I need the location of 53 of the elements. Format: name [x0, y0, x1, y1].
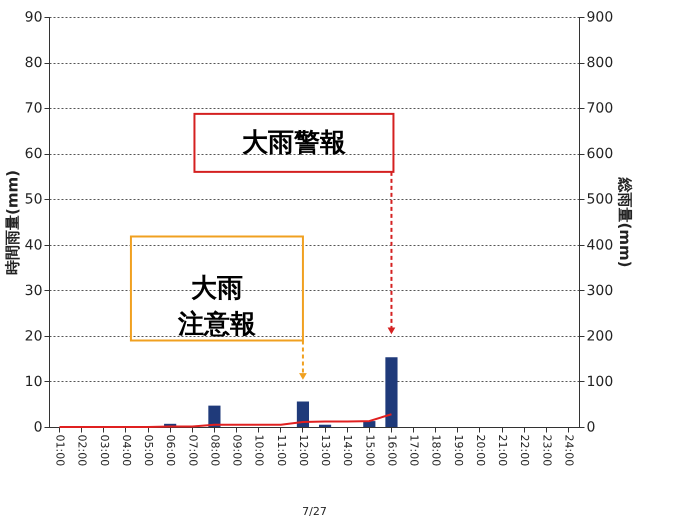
- x-tick-label: 24:00: [562, 434, 576, 466]
- x-tick-label: 06:00: [164, 434, 178, 466]
- x-tick-label: 18:00: [430, 434, 443, 466]
- line-series: [58, 413, 392, 428]
- y2-tick-label: 400: [586, 237, 614, 254]
- y-tick-label: 30: [24, 282, 42, 299]
- x-tick-label: 03:00: [98, 434, 111, 466]
- x-tick-label: 20:00: [474, 434, 487, 466]
- x-tick-label: 05:00: [142, 434, 156, 466]
- y2-tick-label: 0: [586, 420, 596, 436]
- x-tick-label: 04:00: [120, 434, 133, 466]
- x-tick-label: 09:00: [230, 434, 244, 466]
- y-tick-label: 10: [24, 374, 42, 390]
- x-tick-label: 07:00: [186, 434, 200, 466]
- x-tick-label: 02:00: [76, 434, 89, 466]
- y2-tick-label: 700: [586, 100, 614, 117]
- y2-axis-title: 総雨量(mm): [616, 176, 634, 268]
- y-axis-title: 時間雨量(mm): [4, 170, 22, 275]
- y-tick-label: 50: [24, 192, 42, 208]
- annotation: 大雨注意報: [176, 273, 256, 340]
- bar: [296, 401, 310, 427]
- x-tick-label: 17:00: [408, 434, 421, 466]
- x-tick-label: 01:00: [54, 434, 67, 466]
- y-tick-label: 70: [24, 100, 42, 117]
- x-tick-label: 12:00: [296, 434, 310, 466]
- y2-tick-label: 900: [586, 10, 614, 26]
- y-tick-label: 40: [24, 237, 42, 254]
- y-tick-label: 0: [34, 420, 42, 436]
- y-tick-label: 20: [24, 328, 42, 344]
- x-tick-label: 19:00: [452, 434, 465, 466]
- x-tick-label: 13:00: [319, 434, 332, 466]
- bar: [208, 406, 221, 427]
- x-axis-title: 7/27: [302, 505, 327, 517]
- x-tick-label: 08:00: [208, 434, 222, 466]
- x-tick-label: 21:00: [496, 434, 510, 466]
- x-tick-label: 22:00: [518, 434, 532, 466]
- x-tick-label: 16:00: [385, 434, 398, 466]
- y-tick-label: 90: [24, 10, 42, 26]
- x-tick-label: 23:00: [540, 434, 554, 466]
- y2-tick-label: 100: [586, 374, 614, 390]
- x-tick-label: 10:00: [252, 434, 266, 466]
- y-tick-label: 80: [24, 55, 42, 72]
- y2-tick-label: 800: [586, 55, 614, 72]
- y2-tick-label: 300: [586, 282, 614, 299]
- bar: [385, 357, 398, 427]
- y-tick-label: 60: [24, 146, 42, 162]
- x-tick-label: 11:00: [274, 434, 288, 466]
- x-tick-label: 15:00: [363, 434, 376, 466]
- y2-tick-label: 600: [586, 146, 614, 162]
- y2-tick-label: 200: [586, 328, 614, 344]
- y2-tick-label: 500: [586, 192, 614, 208]
- annotation: 大雨警報: [242, 128, 346, 158]
- x-tick-label: 14:00: [341, 434, 354, 466]
